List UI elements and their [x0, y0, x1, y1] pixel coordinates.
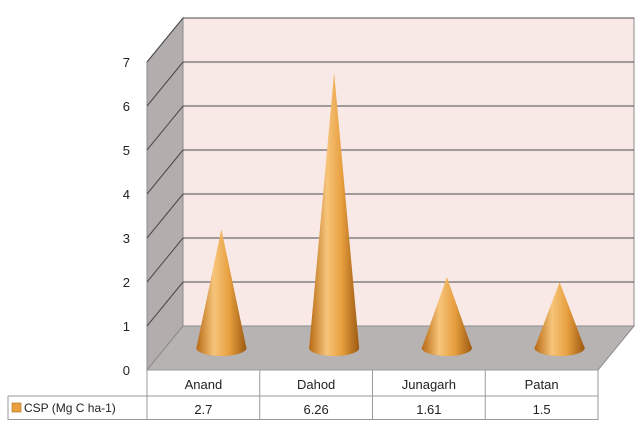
- y-tick-label: 4: [123, 187, 130, 202]
- category-label: Patan: [525, 377, 559, 392]
- cone-dahod: [309, 72, 360, 356]
- y-tick-label: 3: [123, 231, 130, 246]
- gridline-side: [146, 237, 184, 283]
- data-label: 6.26: [303, 402, 328, 417]
- gridline-side: [146, 105, 184, 151]
- gridlines: [146, 17, 634, 327]
- legend-swatch: [11, 402, 22, 413]
- back-wall: [182, 17, 635, 327]
- category-label: Junagarh: [402, 377, 456, 392]
- cone-body: [196, 229, 247, 356]
- gridline-side: [146, 61, 184, 107]
- data-label: 1.5: [533, 402, 551, 417]
- y-tick-label: 0: [123, 363, 130, 378]
- y-tick-label: 6: [123, 99, 130, 114]
- cone-body: [534, 282, 585, 356]
- category-label: Anand: [185, 377, 223, 392]
- cone-junagarh: [421, 277, 472, 356]
- cone-body: [421, 277, 472, 356]
- data-label: 2.7: [194, 402, 212, 417]
- cones: [196, 72, 585, 356]
- gridline-side: [146, 281, 184, 327]
- y-tick-label: 5: [123, 143, 130, 158]
- y-axis-ticks: 0 1 2 3 4 5 6 7: [123, 55, 130, 378]
- gridline-side: [146, 149, 184, 195]
- side-wall: [146, 16, 184, 372]
- cone-anand: [196, 229, 247, 356]
- gridline-side: [146, 17, 184, 63]
- chart-walls: [145, 16, 635, 372]
- y-tick-label: 1: [123, 319, 130, 334]
- y-tick-label: 2: [123, 275, 130, 290]
- data-label: 1.61: [416, 402, 441, 417]
- data-table: Anand 2.7 Dahod 6.26 Junagarh 1.61 Patan 1.5 CSP…: [7, 369, 599, 420]
- category-label: Dahod: [297, 377, 335, 392]
- cone-body: [309, 72, 360, 356]
- legend-label: CSP (Mg C ha-1): [24, 401, 116, 415]
- gridline-side: [146, 193, 184, 239]
- y-tick-label: 7: [123, 55, 130, 70]
- cone-patan: [534, 282, 585, 356]
